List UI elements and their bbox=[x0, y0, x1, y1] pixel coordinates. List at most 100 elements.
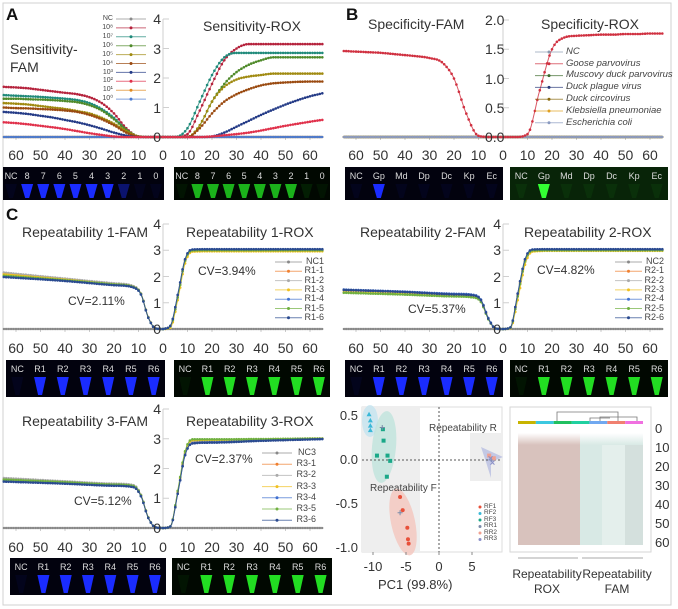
data-point bbox=[289, 135, 292, 139]
data-point bbox=[291, 100, 295, 104]
data-point bbox=[132, 485, 135, 489]
data-point bbox=[580, 327, 583, 331]
data-point bbox=[252, 247, 255, 251]
data-point bbox=[27, 112, 30, 116]
data-point bbox=[171, 135, 175, 139]
data-point bbox=[171, 526, 174, 530]
data-point bbox=[509, 326, 512, 329]
data-point bbox=[41, 526, 45, 530]
data-point bbox=[95, 327, 98, 331]
gel-tube bbox=[463, 184, 476, 198]
data-point bbox=[39, 526, 42, 530]
data-point bbox=[183, 130, 187, 133]
data-point bbox=[68, 109, 72, 113]
data-point bbox=[220, 87, 224, 91]
data-point bbox=[245, 135, 248, 139]
data-point bbox=[425, 56, 429, 59]
data-point bbox=[450, 135, 453, 139]
data-point bbox=[259, 84, 263, 87]
series-left-NC1 bbox=[2, 327, 165, 331]
data-point bbox=[257, 526, 260, 530]
data-point bbox=[457, 327, 460, 331]
data-point bbox=[245, 120, 248, 124]
data-point bbox=[304, 327, 307, 331]
data-point bbox=[125, 131, 128, 134]
data-point bbox=[318, 51, 322, 55]
data-point bbox=[19, 102, 23, 106]
data-point bbox=[117, 135, 121, 139]
data-point bbox=[120, 327, 123, 331]
data-point bbox=[51, 327, 54, 331]
data-point bbox=[289, 123, 292, 127]
data-point bbox=[391, 292, 395, 296]
data-point bbox=[53, 90, 57, 93]
data-point bbox=[210, 82, 214, 86]
data-point bbox=[296, 122, 300, 125]
data-point bbox=[262, 128, 265, 132]
data-point bbox=[12, 86, 15, 89]
data-point bbox=[102, 128, 106, 131]
data-point bbox=[53, 279, 57, 282]
gel-tube bbox=[147, 377, 160, 395]
gel-tube bbox=[316, 184, 329, 198]
data-point bbox=[218, 247, 221, 251]
data-point bbox=[286, 51, 290, 55]
data-point bbox=[200, 119, 204, 123]
data-point bbox=[215, 65, 219, 68]
data-point bbox=[110, 283, 113, 287]
data-point bbox=[115, 327, 118, 331]
legend-marker bbox=[287, 279, 290, 283]
data-point bbox=[643, 247, 647, 251]
data-point bbox=[381, 289, 385, 293]
data-point bbox=[49, 125, 52, 129]
data-point bbox=[215, 327, 218, 331]
data-point bbox=[435, 58, 439, 61]
data-point bbox=[560, 247, 564, 251]
data-point bbox=[467, 293, 471, 297]
data-point bbox=[81, 327, 84, 331]
series-right-NC1 bbox=[161, 327, 324, 331]
data-point bbox=[638, 32, 642, 36]
data-point bbox=[482, 135, 485, 138]
data-point bbox=[316, 51, 319, 55]
data-point bbox=[279, 247, 282, 251]
data-point bbox=[367, 292, 370, 295]
data-point bbox=[228, 526, 231, 530]
data-point bbox=[39, 481, 42, 485]
data-point bbox=[171, 327, 174, 331]
data-point bbox=[364, 135, 367, 139]
data-point bbox=[49, 98, 52, 102]
data-point bbox=[88, 483, 91, 487]
series-left-NC3 bbox=[2, 526, 165, 530]
data-point bbox=[134, 135, 138, 139]
data-point bbox=[34, 277, 37, 281]
data-point bbox=[420, 291, 424, 295]
data-point bbox=[61, 97, 64, 100]
data-point bbox=[59, 327, 62, 331]
data-point bbox=[543, 135, 546, 139]
data-point bbox=[399, 327, 402, 331]
data-point bbox=[117, 526, 120, 530]
data-point bbox=[58, 97, 62, 100]
data-point bbox=[68, 119, 72, 123]
data-point bbox=[235, 70, 238, 74]
data-point bbox=[274, 526, 277, 530]
data-point bbox=[56, 526, 59, 530]
data-point bbox=[279, 42, 282, 46]
data-point bbox=[98, 126, 101, 130]
data-point bbox=[61, 482, 64, 485]
data-point bbox=[262, 135, 265, 139]
data-point bbox=[218, 90, 221, 94]
data-point bbox=[223, 327, 226, 331]
data-point bbox=[602, 33, 605, 36]
data-point bbox=[484, 327, 487, 331]
data-point bbox=[543, 247, 546, 251]
data-point bbox=[174, 526, 177, 530]
data-point bbox=[110, 130, 113, 134]
data-point bbox=[249, 247, 253, 251]
data-point bbox=[46, 108, 50, 111]
data-point bbox=[46, 327, 49, 331]
data-point bbox=[227, 133, 231, 137]
data-point bbox=[144, 509, 148, 513]
data-point bbox=[301, 247, 304, 251]
